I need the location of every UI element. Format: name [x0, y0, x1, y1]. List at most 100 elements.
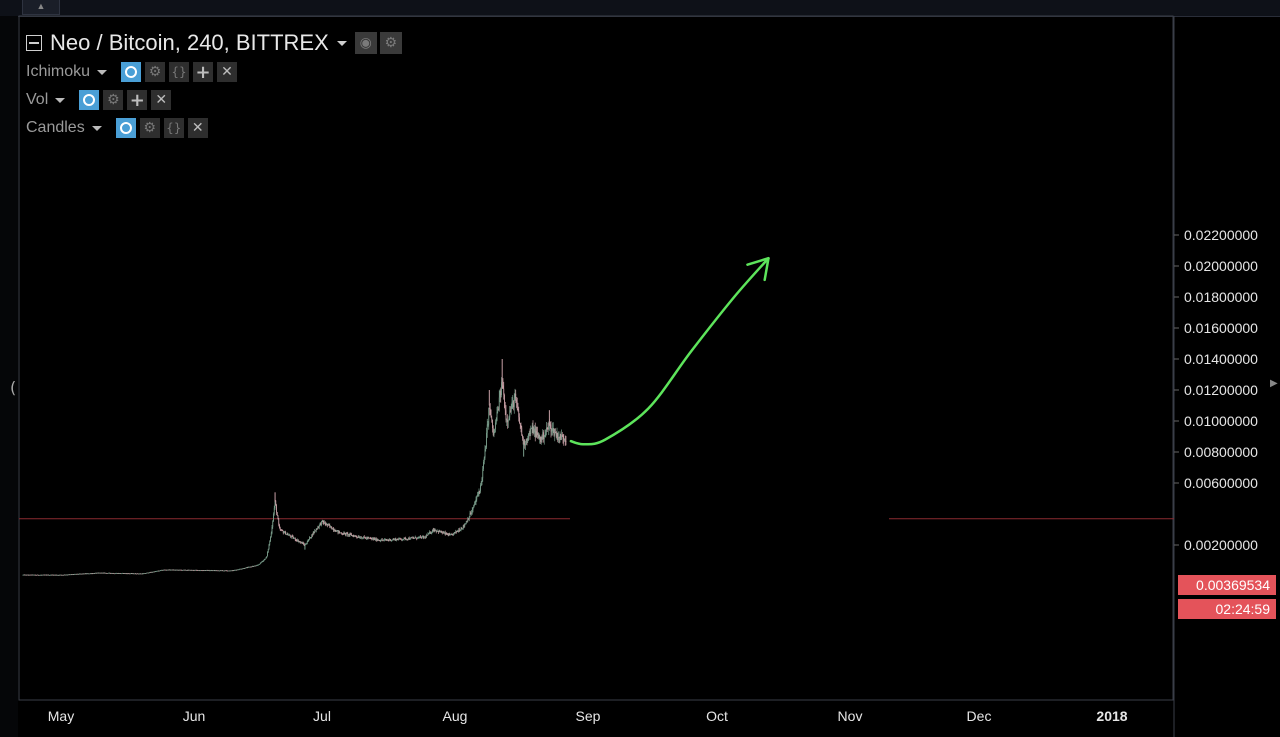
- candle-body: [156, 570, 158, 572]
- candle-body: [203, 570, 205, 572]
- candle-body: [288, 534, 290, 536]
- gear-icon[interactable]: ⚙: [139, 118, 160, 138]
- candle-body: [208, 570, 210, 571]
- candle-body: [47, 574, 49, 576]
- candle-body: [159, 570, 160, 572]
- candle-body: [81, 573, 82, 575]
- candle-body: [370, 538, 372, 540]
- candle-body: [162, 569, 163, 571]
- candle-body: [69, 574, 71, 576]
- symbol-title[interactable]: Neo / Bitcoin, 240, BITTREX: [50, 30, 329, 55]
- candle-body: [462, 528, 463, 530]
- time-axis[interactable]: May Jun Jul Aug Sep Oct Nov Dec 2018: [48, 708, 1128, 724]
- candle-body: [308, 539, 310, 541]
- candle-body: [413, 537, 415, 539]
- gear-icon[interactable]: ⚙: [379, 32, 402, 54]
- candle-body: [412, 537, 414, 539]
- candle-body: [456, 530, 457, 532]
- candle-body: [67, 574, 69, 576]
- candle-body: [48, 574, 49, 576]
- candle-body: [530, 428, 532, 434]
- candle-body: [318, 527, 319, 529]
- candle-body: [54, 574, 56, 576]
- eye-icon[interactable]: [121, 62, 142, 82]
- indicator-name[interactable]: Ichimoku: [26, 63, 91, 80]
- current-price-tag: 0.00369534: [1178, 575, 1276, 595]
- candle-body: [284, 531, 286, 533]
- collapse-toolbar-button[interactable]: ▲: [22, 0, 60, 15]
- braces-icon[interactable]: {}: [169, 62, 190, 82]
- candle-body: [201, 570, 202, 572]
- indicator-name[interactable]: Candles: [26, 119, 85, 136]
- candle-body: [51, 574, 53, 576]
- candle-body: [402, 539, 404, 541]
- candle-body: [275, 500, 277, 505]
- plus-icon[interactable]: +: [127, 90, 148, 111]
- candle-body: [157, 570, 159, 572]
- candle-body: [273, 508, 275, 514]
- candle-body: [363, 536, 364, 538]
- eye-icon[interactable]: [115, 118, 136, 138]
- candle-body: [444, 532, 445, 534]
- close-icon[interactable]: ✕: [217, 62, 238, 82]
- candle-body: [135, 573, 137, 575]
- candle-body: [402, 539, 403, 541]
- candle-body: [87, 573, 88, 575]
- braces-icon[interactable]: {}: [163, 118, 184, 138]
- candle-body: [139, 573, 141, 575]
- candle-body: [521, 427, 523, 436]
- symbol-title-row: Neo / Bitcoin, 240, BITTREX ◉ ⚙: [26, 28, 405, 58]
- price-axis[interactable]: 0.02200000 0.02000000 0.01800000 0.01600000…: [1174, 227, 1258, 553]
- candle-body: [462, 525, 464, 529]
- right-panel-handle-icon[interactable]: ▶: [1270, 378, 1278, 389]
- candle-body: [126, 573, 127, 575]
- candle-body: [277, 515, 279, 520]
- candle-body: [39, 574, 41, 576]
- candle-body: [473, 504, 475, 508]
- candle-body: [138, 573, 140, 575]
- time-tick-label: Dec: [967, 708, 992, 724]
- price-tick-label: 0.01400000: [1184, 351, 1258, 367]
- candle-body: [240, 568, 241, 570]
- candle-body: [520, 424, 522, 428]
- eye-icon[interactable]: [79, 90, 100, 110]
- candle-body: [115, 573, 117, 575]
- candle-body: [201, 570, 203, 572]
- chevron-down-icon[interactable]: [91, 125, 102, 131]
- candle-body: [518, 410, 520, 418]
- price-tick-label: 0.00800000: [1184, 444, 1258, 460]
- candle-body: [95, 572, 97, 574]
- candle-body: [352, 535, 354, 537]
- candle-body: [252, 566, 254, 567]
- candle-body: [519, 417, 520, 423]
- candle-body: [417, 537, 418, 539]
- candle-body: [279, 528, 281, 530]
- close-icon[interactable]: ✕: [187, 118, 208, 138]
- gear-icon[interactable]: ⚙: [103, 90, 124, 110]
- candle-body: [447, 534, 449, 536]
- chevron-down-icon[interactable]: [97, 69, 108, 75]
- candle-body: [73, 574, 75, 575]
- chevron-down-icon[interactable]: [336, 40, 347, 46]
- candle-body: [40, 574, 42, 576]
- plus-icon[interactable]: +: [193, 62, 214, 83]
- candle-body: [261, 561, 263, 563]
- candle-body: [550, 424, 552, 432]
- candle-body: [447, 534, 448, 536]
- close-icon[interactable]: ✕: [151, 90, 172, 110]
- candle-body: [398, 539, 400, 540]
- candle-body: [450, 534, 451, 536]
- indicator-name[interactable]: Vol: [26, 91, 49, 108]
- left-panel-handle-icon[interactable]: (: [10, 378, 17, 397]
- chevron-down-icon[interactable]: [55, 97, 66, 103]
- collapse-legend-icon[interactable]: [26, 35, 42, 51]
- candle-body: [258, 564, 259, 566]
- candle-body: [519, 422, 521, 425]
- eye-icon[interactable]: ◉: [354, 32, 377, 54]
- candle-body: [407, 539, 409, 541]
- gear-icon[interactable]: ⚙: [145, 62, 166, 82]
- candle-body: [229, 570, 231, 572]
- candle-body: [154, 571, 156, 573]
- candle-body: [380, 540, 382, 542]
